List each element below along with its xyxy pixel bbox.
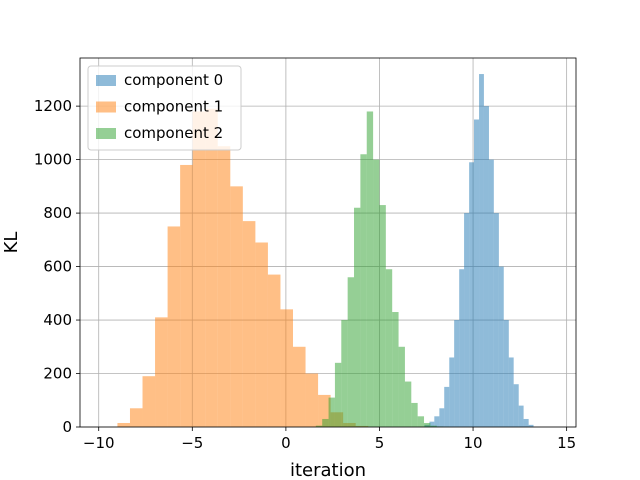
histogram-bar xyxy=(483,106,489,427)
legend: component 0 component 1 component 2 xyxy=(87,65,242,151)
histogram-bar xyxy=(454,320,460,427)
plot-frame xyxy=(79,57,577,428)
histogram-bar xyxy=(523,418,529,427)
histogram-bar xyxy=(488,159,494,427)
histogram-bar xyxy=(366,111,374,427)
histogram-bars xyxy=(117,74,534,428)
histogram-bar xyxy=(341,320,348,427)
histogram-bar xyxy=(242,221,256,427)
histogram-bar xyxy=(129,408,143,427)
legend-swatch xyxy=(96,75,116,86)
y-tick-label: 1200 xyxy=(34,97,72,115)
histogram-bar xyxy=(155,317,168,427)
x-tick-label: 15 xyxy=(557,434,576,452)
histogram-bar xyxy=(444,386,450,427)
histogram-bar xyxy=(292,346,306,427)
histogram-bar xyxy=(354,207,361,427)
legend-label: component 1 xyxy=(124,98,223,116)
histogram-bar xyxy=(398,346,405,427)
legend-label: component 0 xyxy=(124,71,223,89)
series-0-bars xyxy=(424,74,534,428)
histogram-bar xyxy=(334,362,342,427)
axis-ticks: −10 −5 0 5 10 15 0 200 400 600 800 1000 1200 xyxy=(34,97,576,452)
x-tick-label: 0 xyxy=(281,434,291,452)
histogram-bar xyxy=(347,277,355,427)
histogram-bar xyxy=(373,159,380,427)
x-tick-label: 5 xyxy=(375,434,385,452)
histogram-bar xyxy=(498,266,504,427)
histogram-bar xyxy=(439,408,445,427)
histogram-bar xyxy=(328,397,335,427)
y-tick-label: 600 xyxy=(43,258,72,276)
histogram-bar xyxy=(459,269,465,427)
histogram-bar xyxy=(305,373,319,427)
y-tick-label: 1000 xyxy=(34,151,72,169)
y-tick-label: 400 xyxy=(43,311,72,329)
histogram-bar xyxy=(315,425,323,427)
histogram-bar xyxy=(255,242,268,427)
histogram-bar xyxy=(205,108,218,427)
histogram-bar xyxy=(180,164,193,427)
histogram-bar xyxy=(417,416,425,427)
histogram-bar xyxy=(424,422,431,427)
histogram-bar xyxy=(503,320,509,427)
histogram-bar xyxy=(167,226,181,427)
histogram-bar xyxy=(464,213,470,427)
histogram-bar xyxy=(508,357,514,427)
histogram-bar xyxy=(473,119,480,427)
legend-label: component 2 xyxy=(124,124,223,142)
histogram-bar xyxy=(449,357,455,427)
y-axis-label: KL xyxy=(1,232,22,254)
histogram-bar xyxy=(518,405,524,427)
histogram-bar xyxy=(434,416,440,427)
legend-box xyxy=(87,65,242,151)
legend-swatch xyxy=(96,101,116,113)
x-tick-label: −5 xyxy=(181,434,203,452)
histogram-bar xyxy=(469,162,474,428)
histogram-bar xyxy=(379,205,386,427)
histogram-bar xyxy=(280,309,293,427)
histogram-bar xyxy=(479,74,484,427)
y-tick-label: 800 xyxy=(43,204,72,222)
histogram-bar xyxy=(142,376,156,427)
histogram-bar xyxy=(430,425,437,427)
histogram-bar xyxy=(385,269,393,427)
histogram-bar xyxy=(513,384,519,427)
legend-swatch xyxy=(96,128,116,139)
histogram-bar xyxy=(429,421,435,427)
histogram-bar xyxy=(404,381,412,427)
histogram-bar xyxy=(267,274,281,427)
histogram-bar xyxy=(217,146,231,427)
histogram-bar xyxy=(192,111,206,427)
histogram-bar xyxy=(230,186,243,427)
y-tick-label: 0 xyxy=(62,418,72,436)
histogram-bar xyxy=(360,154,367,427)
histogram-bar xyxy=(392,312,399,427)
histogram-bar xyxy=(322,418,329,427)
series-1-bars xyxy=(117,108,369,427)
x-axis-label: iteration xyxy=(290,460,366,480)
histogram-bar xyxy=(493,213,499,427)
y-tick-label: 200 xyxy=(43,365,72,383)
histogram-bar xyxy=(528,424,534,427)
histogram-bar xyxy=(411,402,418,427)
x-tick-label: 10 xyxy=(464,434,483,452)
x-tick-label: −10 xyxy=(83,434,115,452)
histogram-bar xyxy=(117,422,130,427)
series-2-bars xyxy=(315,111,450,427)
